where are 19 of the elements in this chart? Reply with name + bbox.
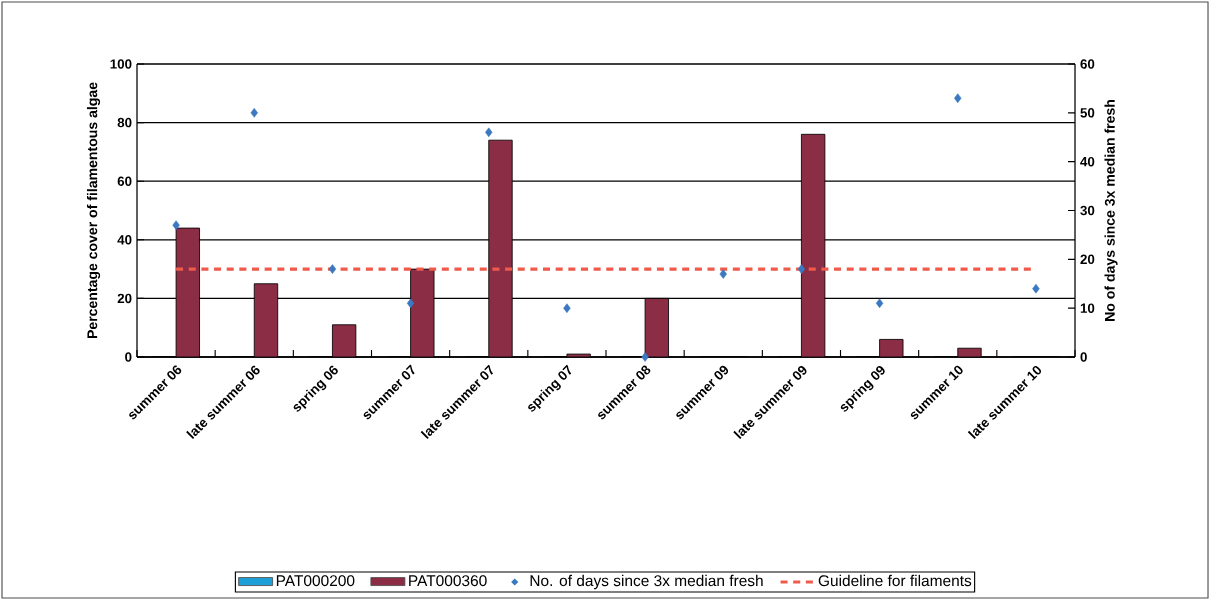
y-tick-label: 60 <box>117 176 132 186</box>
y-tick-label: 40 <box>117 235 132 245</box>
y2-tick-label: 60 <box>1080 59 1095 69</box>
legend-label: No. of days since 3x median fresh <box>530 574 763 590</box>
legend-label: PAT000360 <box>409 575 487 587</box>
y-tick-label: 20 <box>117 293 132 304</box>
y-axis-title: Percentage cover of filamentous algae <box>86 82 101 339</box>
y2-tick-label: 40 <box>1080 156 1095 167</box>
y2-axis-title: No of days since 3x median fresh <box>1104 100 1118 321</box>
y-tick-label: 0 <box>125 352 132 362</box>
y-tick-label: 80 <box>117 117 132 128</box>
y2-tick-label: 10 <box>1080 303 1095 313</box>
legend-label: Guideline for filaments <box>818 574 972 587</box>
legend-label: PAT000200 <box>276 575 355 587</box>
y-tick-label: 100 <box>110 59 132 69</box>
y2-tick-label: 50 <box>1080 108 1095 118</box>
y2-tick-label: 0 <box>1080 352 1087 362</box>
y2-tick-label: 20 <box>1080 254 1095 265</box>
y2-tick-label: 30 <box>1080 205 1095 216</box>
